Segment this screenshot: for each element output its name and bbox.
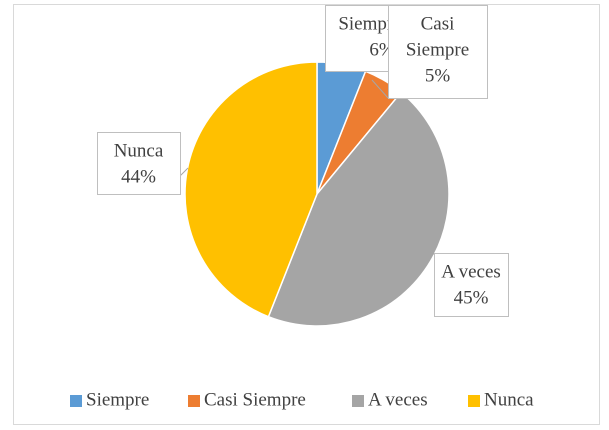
label-value: 5% (425, 65, 451, 86)
data-label: A veces 45% (429, 249, 509, 317)
legend-label: Casi Siempre (204, 389, 306, 410)
label-name: Casi (421, 13, 455, 34)
label-box (434, 253, 509, 317)
legend-label: A veces (368, 389, 428, 410)
legend-swatch (352, 395, 364, 407)
label-box (388, 5, 488, 99)
legend-swatch (70, 395, 82, 407)
legend-label: Nunca (484, 389, 534, 410)
legend-swatch (468, 395, 480, 407)
label-name: Nunca (114, 140, 164, 161)
label-name: A veces (441, 261, 501, 282)
label-box (97, 132, 181, 195)
leader-line (371, 79, 389, 99)
data-label: Casi Siempre 5% (371, 5, 488, 99)
legend-label: Siempre (86, 389, 149, 410)
label-value: 44% (121, 166, 156, 187)
data-label: Nunca 44% (97, 132, 189, 195)
legend-swatch (188, 395, 200, 407)
label-value: 45% (454, 287, 489, 308)
label-name: Siempre (406, 39, 469, 60)
leader-line (179, 167, 189, 177)
pie-slice (267, 91, 450, 327)
label-name: Siempre (338, 13, 401, 34)
